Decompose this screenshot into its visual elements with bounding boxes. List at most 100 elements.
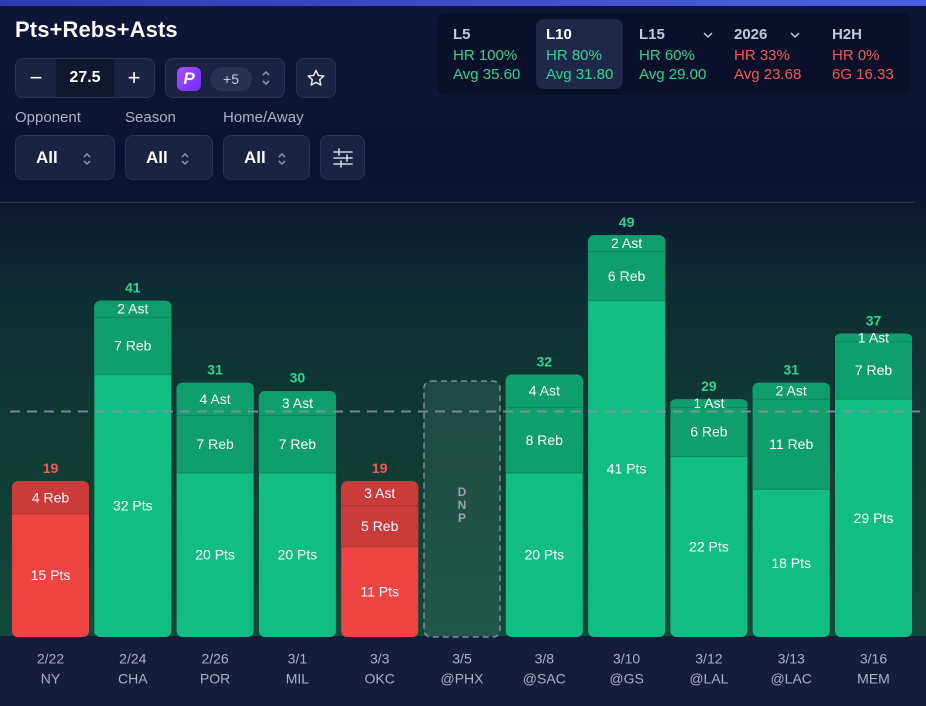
x-tick-opponent: NY <box>41 671 61 687</box>
bar-segment-label: 29 Pts <box>854 510 894 526</box>
x-tick-date: 3/10 <box>613 651 640 667</box>
bar-segment-label: 11 Reb <box>769 436 813 452</box>
filter-settings-button[interactable] <box>320 135 365 180</box>
bar-segment-fill <box>752 388 830 400</box>
top-accent-bar <box>0 0 926 6</box>
bar-segment-fill <box>588 241 666 252</box>
chevron-down-icon <box>790 28 800 42</box>
bar-segment-reb <box>670 407 748 457</box>
star-icon <box>307 69 325 86</box>
bar-total-label: 32 <box>537 353 553 369</box>
bar-segment-reb <box>835 341 912 400</box>
split-average: Avg 35.60 <box>453 66 521 83</box>
split-hit-rate: HR 60% <box>639 47 695 64</box>
x-tick-date: 3/16 <box>860 651 887 667</box>
stacked-bar-chart: 2/22 NY 15 Pts 4 Reb 19 2/24 CHA 32 Pts 7 Reb 2 A… <box>0 201 920 687</box>
sliders-icon <box>332 147 353 168</box>
bar-segment-fill <box>94 306 172 318</box>
x-tick-date: 3/13 <box>778 651 805 667</box>
bar <box>12 481 89 637</box>
split-h2h[interactable]: H2H HR 0% 6G 16.33 <box>822 19 908 89</box>
home-away-select[interactable]: All <box>223 135 310 180</box>
split-name: L15 <box>639 26 665 43</box>
bar-total-label: 31 <box>207 362 223 378</box>
bar-segment-label: 7 Reb <box>196 436 234 452</box>
x-tick-opponent: @SAC <box>523 671 566 687</box>
increase-line-button[interactable]: + <box>127 65 141 90</box>
split-hit-rate: HR 33% <box>734 47 790 64</box>
bar-segment-label: 18 Pts <box>771 555 811 571</box>
split-average: Avg 23.68 <box>734 66 802 83</box>
chevron-updown-icon <box>277 151 287 168</box>
bar-segment-label: 2 Ast <box>117 301 148 317</box>
x-tick-date: 2/26 <box>201 651 228 667</box>
filter-label-opponent: Opponent <box>15 109 81 126</box>
bar-segment-label: 3 Ast <box>282 395 313 411</box>
split-average: Avg 29.00 <box>639 66 707 83</box>
split-hit-rate: HR 0% <box>832 47 880 64</box>
split-2026[interactable]: 2026 HR 33% Avg 23.68 <box>724 19 814 89</box>
bar-total-label: 30 <box>290 370 306 386</box>
x-tick-date: 3/3 <box>370 651 390 667</box>
dnp-label-letter: D <box>458 485 467 499</box>
page-title: Pts+Rebs+Asts <box>15 17 178 42</box>
split-name: L10 <box>546 26 572 43</box>
bar-segment-label: 4 Ast <box>529 383 560 399</box>
split-hit-rate: HR 100% <box>453 47 518 64</box>
bar-segment-reb <box>94 317 172 375</box>
split-l10[interactable]: L10 HR 80% Avg 31.80 <box>536 19 623 89</box>
bar-segment-label: 6 Reb <box>690 424 728 440</box>
x-tick-opponent: CHA <box>118 671 148 687</box>
bar-segment-label: 4 Ast <box>200 391 231 407</box>
bar-segment-label: 20 Pts <box>524 547 564 563</box>
season-select[interactable]: All <box>125 135 213 180</box>
x-tick-opponent: @LAL <box>689 671 728 687</box>
bar-segment-reb <box>505 407 583 473</box>
bar-segment-label: 22 Pts <box>689 539 729 555</box>
bar-segment-fill <box>670 405 748 408</box>
bar-segment-fill <box>505 380 583 408</box>
x-tick-opponent: POR <box>200 671 230 687</box>
bar-segment-reb <box>588 251 666 301</box>
bar-total-label: 29 <box>701 378 717 394</box>
x-tick-opponent: @GS <box>609 671 643 687</box>
split-average: 6G 16.33 <box>832 66 894 83</box>
bar-segment-reb <box>752 399 830 490</box>
bar-segment-reb <box>176 415 254 473</box>
bar-segment-label: 2 Ast <box>776 383 807 399</box>
x-tick-date: 3/12 <box>695 651 722 667</box>
bar-segment-label: 32 Pts <box>113 498 153 514</box>
bar-segment-label: 2 Ast <box>611 235 642 251</box>
split-l5[interactable]: L5 HR 100% Avg 35.60 <box>443 19 533 89</box>
bar-segment-label: 41 Pts <box>607 461 647 477</box>
bar-segment-label: 4 Reb <box>32 489 70 505</box>
bar-segment-fill <box>835 339 912 342</box>
bar <box>94 300 172 637</box>
bar-segment-fill <box>12 487 89 514</box>
split-name: L5 <box>453 26 471 43</box>
decrease-line-button[interactable]: − <box>29 65 43 90</box>
bar-segment-fill <box>341 487 419 506</box>
bar-total-label: 37 <box>866 312 882 328</box>
chevron-updown-icon <box>82 151 92 168</box>
opponent-select[interactable]: All <box>15 135 115 180</box>
bar-segment-label: 1 Ast <box>693 395 724 411</box>
opponent-select-value: All <box>36 147 58 167</box>
bar-segment-label: 1 Ast <box>858 329 889 345</box>
x-tick-date: 3/1 <box>288 651 308 667</box>
split-selector: L5 HR 100% Avg 35.60 L10 HR 80% Avg 31.8… <box>437 13 911 95</box>
bar <box>835 333 912 637</box>
split-hit-rate: HR 80% <box>546 47 602 64</box>
sportsbook-selector[interactable]: P +5 <box>165 58 285 98</box>
line-stepper: − 27.5 + <box>15 58 155 98</box>
x-tick-opponent: MIL <box>286 671 310 687</box>
dnp-label-letter: P <box>458 511 466 525</box>
bar-total-label: 19 <box>372 460 388 476</box>
season-select-value: All <box>146 147 168 167</box>
x-tick-opponent: OKC <box>365 671 395 687</box>
split-l15[interactable]: L15 HR 60% Avg 29.00 <box>629 19 719 89</box>
favorite-button[interactable] <box>296 58 336 98</box>
line-value[interactable]: 27.5 <box>56 59 114 97</box>
game-log-chart: 2/22 NY 15 Pts 4 Reb 19 2/24 CHA 32 Pts 7 Reb 2 A… <box>0 190 926 706</box>
bar-total-label: 31 <box>783 362 799 378</box>
